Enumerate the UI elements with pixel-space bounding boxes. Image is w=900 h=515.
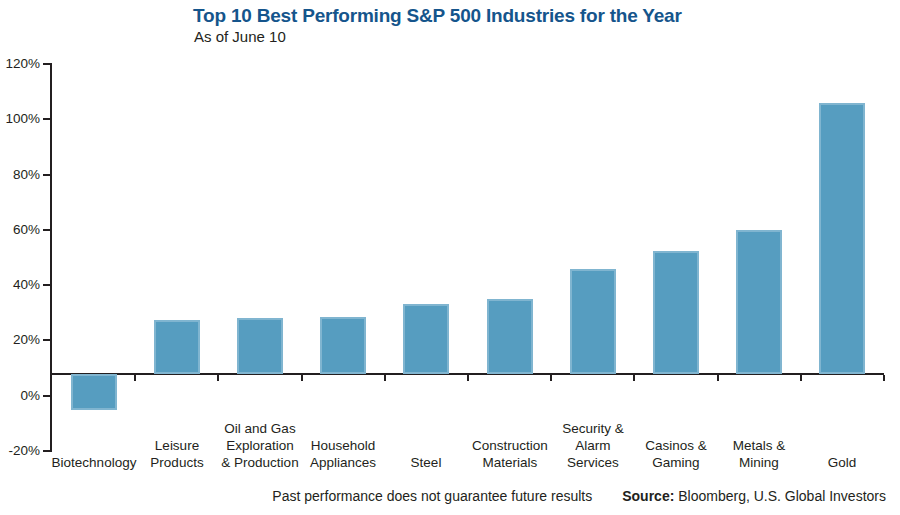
y-axis-tick-label: 20% [0, 332, 40, 348]
bar-metals-mining [736, 230, 782, 374]
bar-leisure-products [154, 320, 200, 374]
bar-biotechnology [71, 374, 117, 410]
x-axis-tick [384, 375, 386, 381]
y-axis-tick-label: 80% [0, 167, 40, 183]
x-axis-tick [217, 375, 219, 381]
plot-area: 120%100%80%60%40%20%0%-20%BiotechnologyL… [0, 0, 900, 515]
y-axis-tick [43, 339, 50, 341]
y-axis-tick-label: -20% [0, 443, 40, 459]
x-axis-tick [467, 375, 469, 381]
footer: Past performance does not guarantee futu… [272, 488, 886, 504]
bar-gold [819, 103, 865, 374]
bar-security-alarm-services [570, 269, 616, 374]
source-label: Source: [622, 488, 674, 504]
y-axis-tick [43, 174, 50, 176]
x-axis-category-label: Gold [787, 454, 897, 471]
y-axis-tick-label: 0% [0, 388, 40, 404]
y-axis-tick [43, 450, 50, 452]
y-axis-tick [43, 284, 50, 286]
source-text: Bloomberg, U.S. Global Investors [678, 488, 886, 504]
x-axis-tick [134, 375, 136, 381]
bar-casinos-gaming [653, 251, 699, 374]
x-axis-tick [550, 375, 552, 381]
disclaimer-text: Past performance does not guarantee futu… [272, 488, 592, 504]
source-line: Source: Bloomberg, U.S. Global Investors [622, 488, 886, 504]
x-axis-tick [800, 375, 802, 381]
x-axis-tick [301, 375, 303, 381]
y-axis-tick [43, 63, 50, 65]
bar-household-appliances [320, 317, 366, 374]
x-axis-tick [883, 375, 885, 381]
y-axis-tick-label: 60% [0, 222, 40, 238]
y-axis-tick-label: 120% [0, 56, 40, 72]
bar-construction-materials [487, 299, 533, 374]
y-axis-spine [50, 63, 52, 452]
y-axis-tick [43, 118, 50, 120]
x-axis-tick [717, 375, 719, 381]
y-axis-tick [43, 229, 50, 231]
y-axis-tick-label: 100% [0, 111, 40, 127]
x-axis-tick [633, 375, 635, 381]
bar-oil-and-gas-exploration-production [237, 318, 283, 374]
bar-steel [403, 304, 449, 374]
y-axis-tick-label: 40% [0, 277, 40, 293]
y-axis-tick [43, 395, 50, 397]
chart-container: Top 10 Best Performing S&P 500 Industrie… [0, 0, 900, 515]
